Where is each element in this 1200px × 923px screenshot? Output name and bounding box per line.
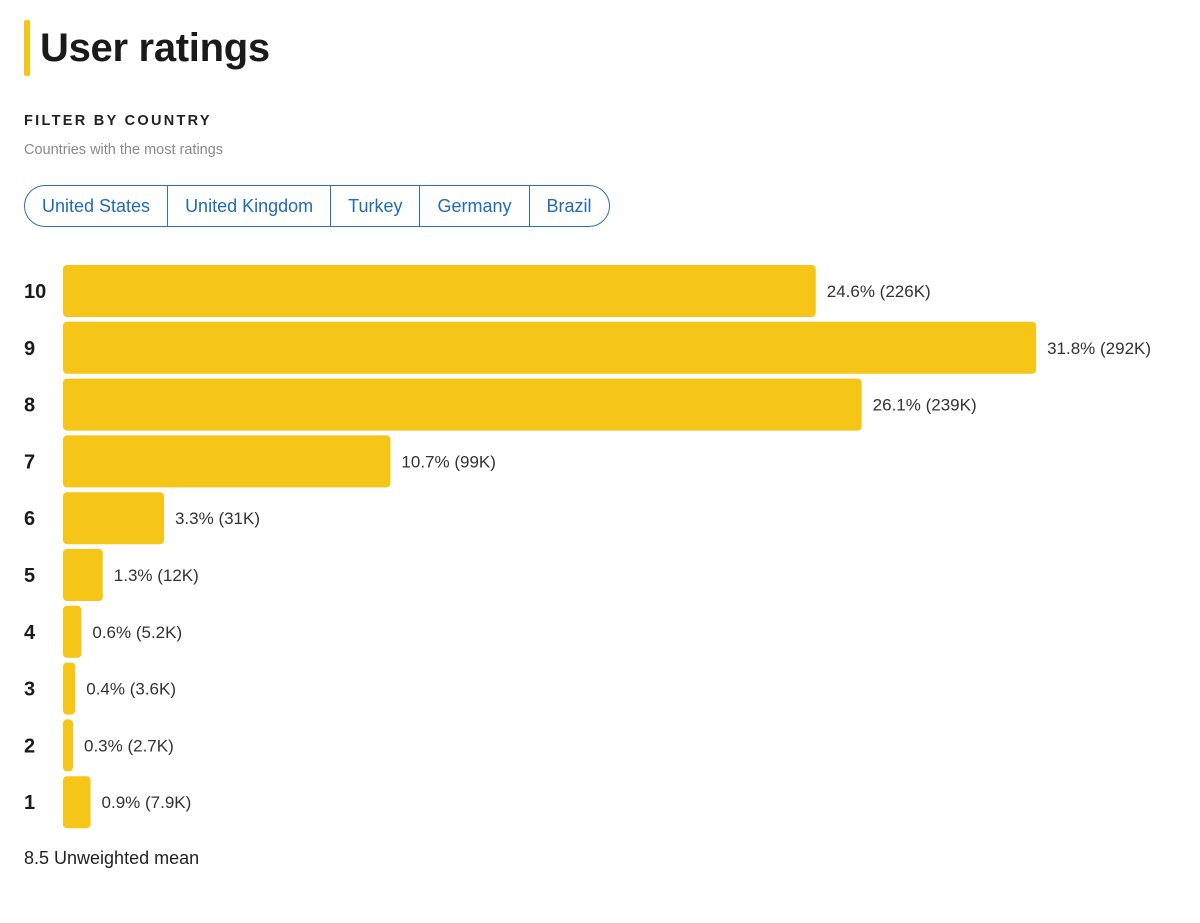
unweighted-mean: 8.5 Unweighted mean (24, 848, 200, 868)
ratings-bar-chart: 10 24.6% (226K) 9 31.8% (292K) 8 26.1% (239K)… (24, 265, 1151, 829)
rating-label-8: 8 (24, 395, 35, 417)
rating-label-9: 9 (24, 338, 35, 360)
filter-label: FILTER BY COUNTRY (24, 113, 212, 129)
country-chip-brazil[interactable]: Brazil (546, 195, 592, 216)
rating-label-3: 3 (24, 679, 35, 701)
rating-value-label-7: 10.7% (99K) (401, 452, 496, 471)
rating-label-10: 10 (24, 281, 46, 303)
rating-bar-2[interactable] (63, 719, 73, 772)
filter-subtitle: Countries with the most ratings (24, 142, 224, 158)
rating-value-label-3: 0.4% (3.6K) (86, 680, 176, 699)
rating-value-label-6: 3.3% (31K) (175, 509, 260, 528)
rating-value-label-10: 24.6% (226K) (827, 282, 931, 301)
rating-bar-5[interactable] (63, 549, 103, 601)
rating-value-label-5: 1.3% (12K) (114, 566, 199, 585)
rating-value-label-8: 26.1% (239K) (873, 396, 977, 415)
rating-bar-4[interactable] (63, 605, 82, 658)
page-title: User ratings (40, 25, 270, 70)
rating-bar-8[interactable] (63, 378, 862, 431)
rating-value-label-4: 0.6% (5.2K) (92, 623, 182, 642)
rating-bar-6[interactable] (63, 492, 164, 545)
rating-label-7: 7 (24, 451, 35, 473)
rating-value-label-2: 0.3% (2.7K) (84, 736, 174, 755)
rating-bar-7[interactable] (63, 435, 391, 488)
rating-bar-1[interactable] (63, 776, 91, 829)
rating-label-4: 4 (24, 622, 36, 644)
rating-bar-9[interactable] (63, 321, 1037, 374)
rating-label-6: 6 (24, 508, 35, 530)
rating-label-2: 2 (24, 735, 35, 757)
rating-bar-3[interactable] (63, 662, 76, 715)
country-filter-group: United States United Kingdom Turkey Germ… (24, 185, 610, 227)
rating-value-label-9: 31.8% (292K) (1047, 339, 1151, 358)
rating-label-1: 1 (24, 792, 35, 814)
country-chip-turkey[interactable]: Turkey (331, 186, 421, 226)
country-chip-united-kingdom[interactable]: United Kingdom (168, 186, 332, 226)
section-header: User ratings (24, 20, 270, 76)
rating-bar-10[interactable] (63, 265, 816, 317)
rating-value-label-1: 0.9% (7.9K) (102, 793, 192, 812)
country-chip-united-states[interactable]: United States (25, 186, 169, 226)
country-chip-germany[interactable]: Germany (420, 186, 530, 226)
title-accent-bar (24, 20, 30, 76)
rating-label-5: 5 (24, 565, 35, 587)
